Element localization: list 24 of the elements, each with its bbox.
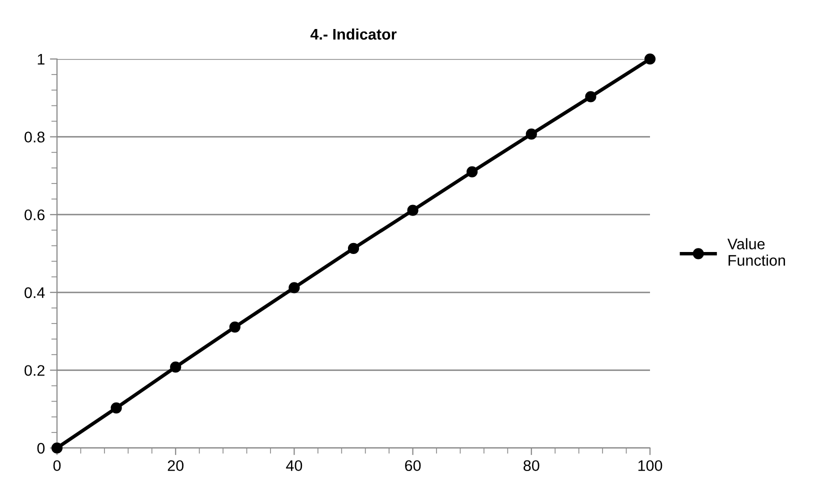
x-tick-label: 60 [405,460,421,472]
point [466,166,478,178]
x-tick-label: 40 [286,460,302,472]
chart-title: 4.- Indicator [310,28,397,40]
y-tick-label: 0.4 [24,287,45,298]
point [585,91,596,102]
legend-label: Value Function [727,238,785,266]
y-tick-label: 1 [38,54,44,65]
point [526,128,537,140]
point [229,321,240,333]
point [288,282,300,294]
point [644,53,656,65]
point [407,204,418,216]
y-tick-label: 0 [37,442,45,454]
point [170,362,182,373]
y-tick-label: 0.8 [24,132,45,142]
y-tick-label: 0.6 [24,209,45,220]
point [110,402,122,414]
x-tick-label: 80 [524,460,540,472]
x-tick-label: 100 [638,460,662,472]
point [348,242,360,254]
y-tick-label: 0.2 [24,365,44,376]
x-tick-label: 20 [168,460,184,472]
x-tick-label: 0 [53,460,61,472]
